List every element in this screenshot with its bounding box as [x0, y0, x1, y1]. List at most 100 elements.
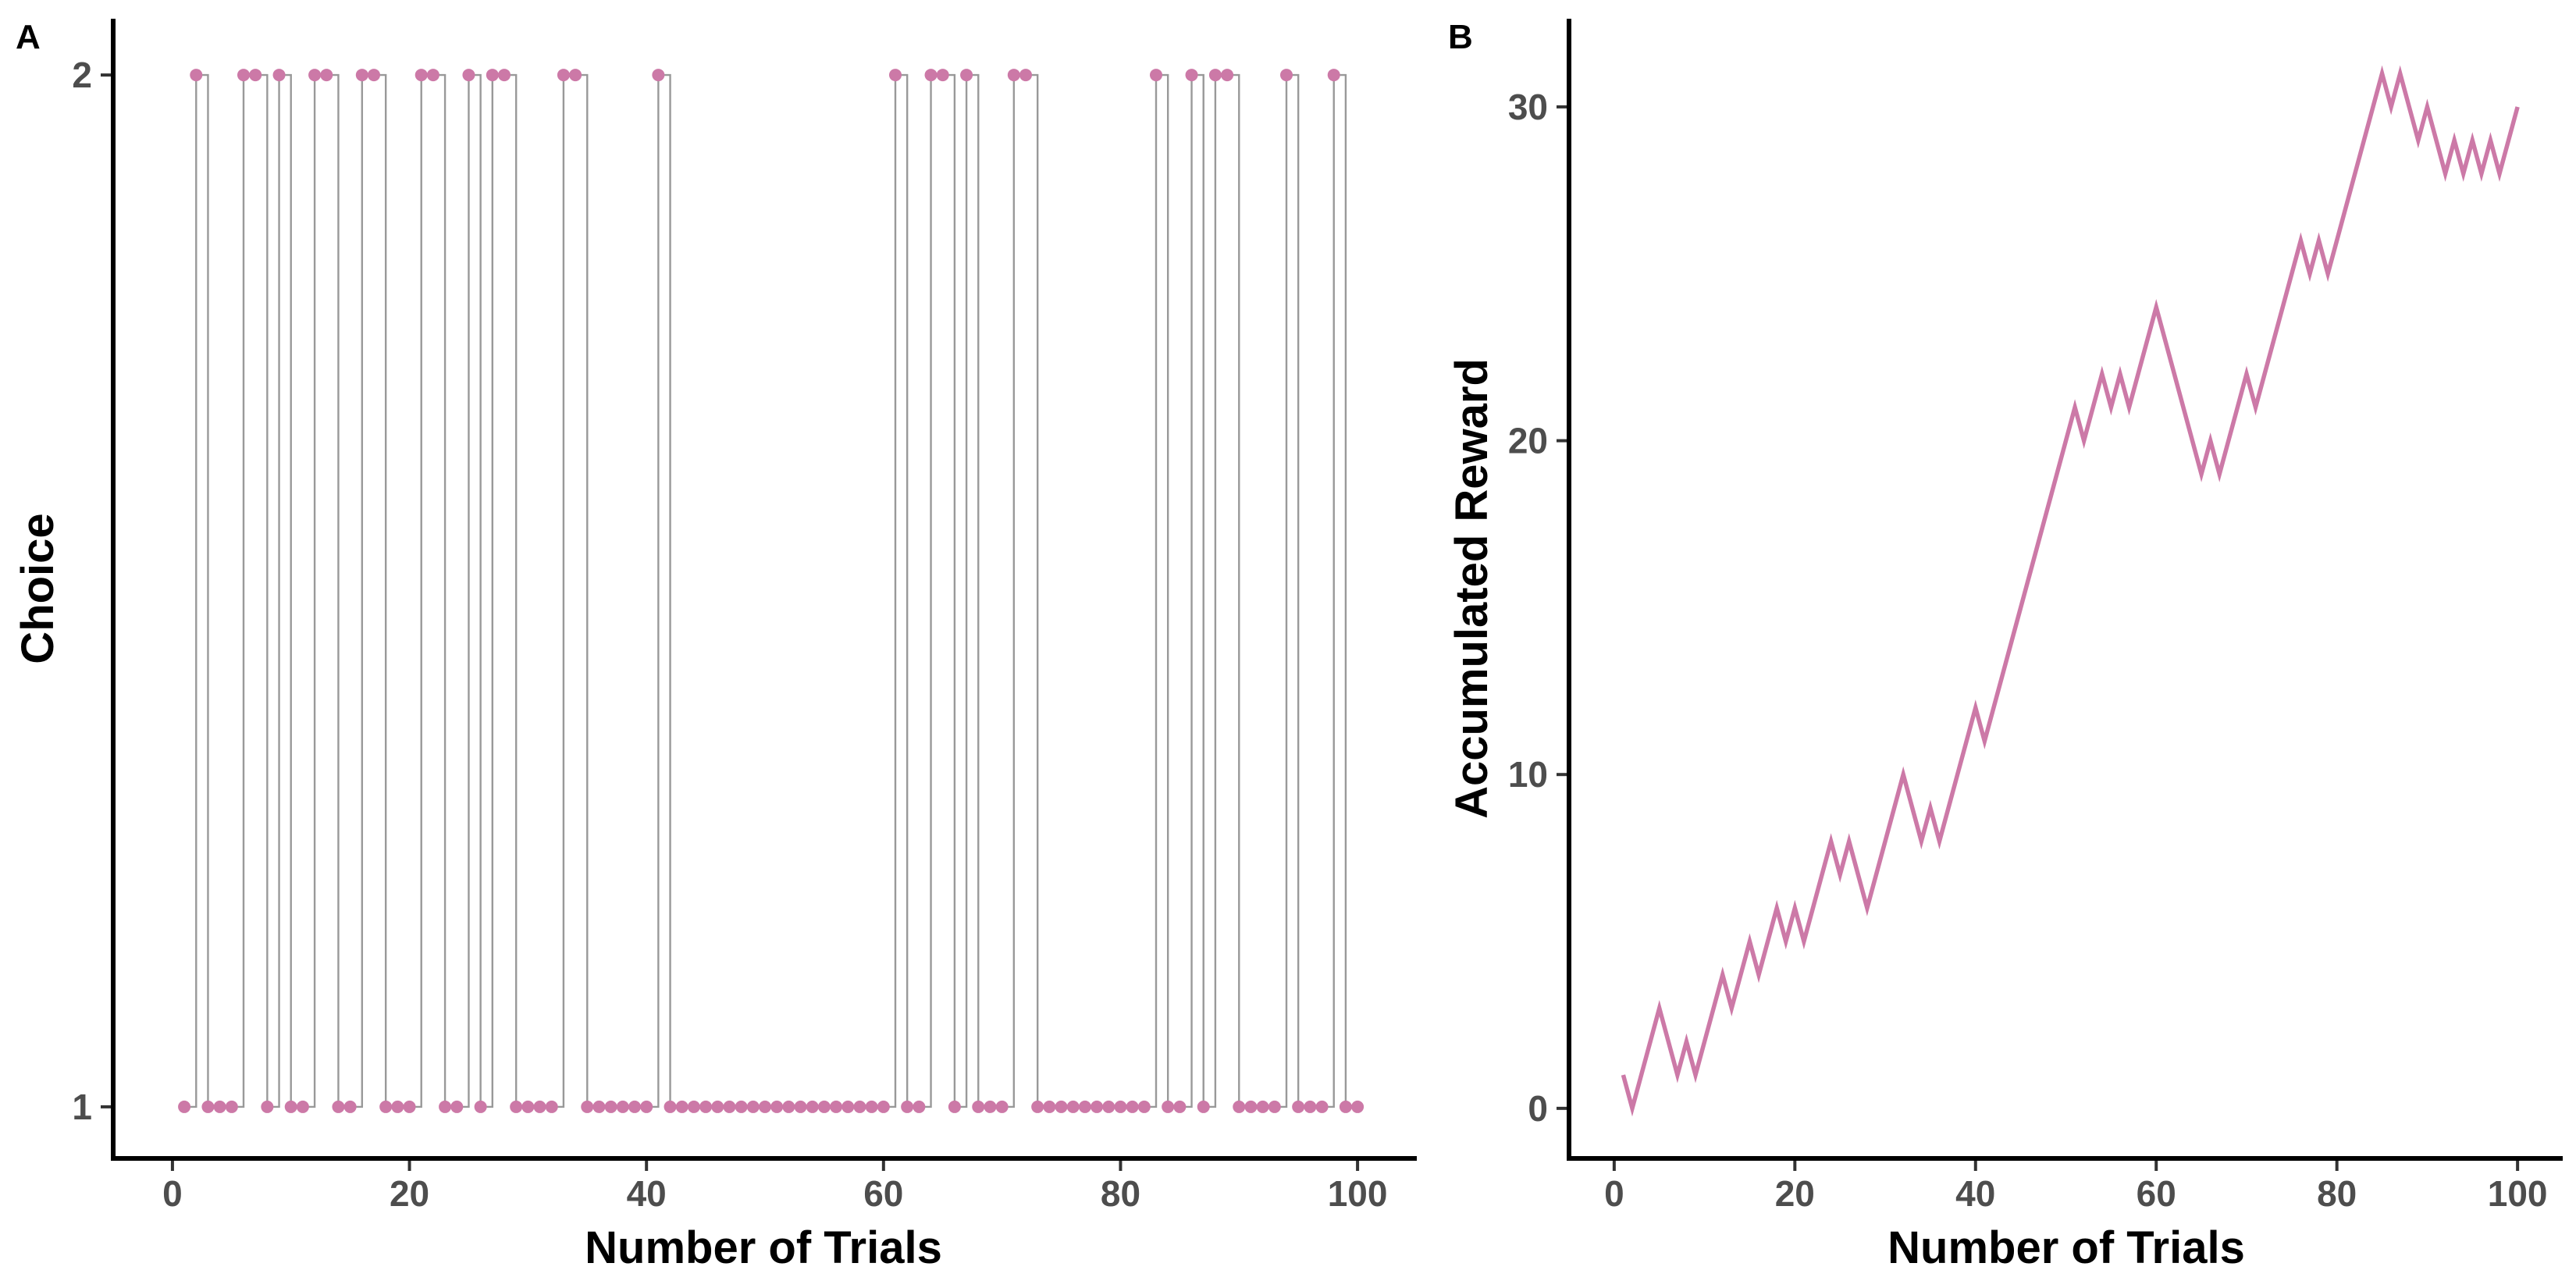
- choice-point: [1019, 69, 1032, 82]
- choice-step-lines: [184, 73, 1358, 1108]
- choice-point: [604, 1100, 617, 1113]
- choice-point: [415, 69, 428, 82]
- choice-point: [1126, 1100, 1139, 1113]
- choice-point: [877, 1100, 890, 1113]
- choice-point: [1351, 1100, 1364, 1113]
- choice-point: [1292, 1100, 1305, 1113]
- choice-point: [403, 1100, 416, 1113]
- panel-b-y-tick-label: 20: [1508, 421, 1548, 461]
- choice-point: [1150, 69, 1162, 82]
- choice-step-path: [184, 73, 1358, 1108]
- choice-point: [474, 1100, 487, 1113]
- choice-point: [1078, 1100, 1091, 1113]
- panel-b-x-tick-label: 100: [2488, 1173, 2548, 1214]
- choice-point: [462, 69, 475, 82]
- choice-point: [913, 1100, 926, 1113]
- choice-point: [948, 1100, 961, 1113]
- choice-point: [972, 1100, 985, 1113]
- choice-point: [237, 69, 250, 82]
- choice-point: [1066, 1100, 1080, 1113]
- panel-a-y-axis-title: Choice: [12, 513, 63, 664]
- choice-point: [1221, 69, 1234, 82]
- choice-point: [581, 1100, 594, 1113]
- panel-a-y-tick-label: 2: [72, 55, 92, 95]
- choice-point: [640, 1100, 653, 1113]
- choice-point: [261, 1100, 274, 1113]
- choice-point: [225, 1100, 238, 1113]
- choice-point: [794, 1100, 807, 1113]
- choice-point: [391, 1100, 404, 1113]
- panel-a-choice-chart: A 0 20 40 60 80 100 12 Number of Trials Choic…: [12, 18, 1417, 1273]
- choice-point: [1256, 1100, 1269, 1113]
- choice-point: [699, 1100, 713, 1113]
- panel-a-y-tick-label: 1: [72, 1087, 92, 1127]
- choice-point: [1280, 69, 1293, 82]
- panel-b-letter: B: [1448, 18, 1473, 56]
- panel-a-x-axis-title: Number of Trials: [585, 1222, 942, 1273]
- choice-point: [1315, 1100, 1329, 1113]
- panel-b-x-tick-label: 40: [1955, 1173, 1995, 1214]
- choice-point: [296, 1100, 309, 1113]
- choice-point: [664, 1100, 677, 1113]
- panel-b-y-tick-label: 0: [1528, 1088, 1548, 1129]
- choice-point: [213, 1100, 226, 1113]
- choice-point: [439, 1100, 452, 1113]
- choice-point: [652, 69, 665, 82]
- panel-a-x-tick-label: 0: [162, 1173, 183, 1214]
- choice-point: [486, 69, 499, 82]
- panel-b-y-axis-title: Accumulated Reward: [1446, 358, 1497, 819]
- choice-point: [533, 1100, 546, 1113]
- choice-point: [1043, 1100, 1056, 1113]
- choice-point: [178, 1100, 191, 1113]
- choice-point: [521, 1100, 535, 1113]
- choice-point: [616, 1100, 629, 1113]
- choice-point: [379, 1100, 393, 1113]
- choice-point: [1208, 69, 1222, 82]
- choice-point: [841, 1100, 855, 1113]
- choice-point: [995, 1100, 1009, 1113]
- panel-a-x-tick-label: 100: [1328, 1173, 1388, 1214]
- choice-point: [1114, 1100, 1127, 1113]
- panel-b-x-tick-label: 80: [2317, 1173, 2357, 1214]
- panel-a-x-tick-label: 60: [863, 1173, 903, 1214]
- choice-point: [1031, 1100, 1044, 1113]
- choice-point: [308, 69, 322, 82]
- panel-a-y-ticks: 12: [72, 55, 111, 1127]
- choice-point: [545, 1100, 558, 1113]
- choice-point: [960, 69, 973, 82]
- reward-polyline: [1621, 65, 2520, 1117]
- choice-point: [889, 69, 902, 82]
- choice-point: [510, 1100, 523, 1113]
- choice-point: [450, 1100, 464, 1113]
- choice-point: [355, 69, 368, 82]
- panel-b-y-tick-label: 10: [1508, 754, 1548, 795]
- choice-point: [711, 1100, 724, 1113]
- choice-point: [343, 1100, 357, 1113]
- choice-point: [1268, 1100, 1281, 1113]
- choice-point: [249, 69, 262, 82]
- choice-point: [759, 1100, 771, 1113]
- panel-b-x-axis-title: Number of Trials: [1888, 1222, 2245, 1273]
- choice-point: [1007, 69, 1020, 82]
- choice-point: [723, 1100, 736, 1113]
- choice-point: [320, 69, 333, 82]
- choice-point: [1339, 1100, 1352, 1113]
- choice-point: [806, 1100, 819, 1113]
- choice-point: [1102, 1100, 1115, 1113]
- panel-a-x-tick-label: 20: [390, 1173, 429, 1214]
- choice-point: [569, 69, 582, 82]
- panel-a-letter: A: [16, 18, 41, 56]
- choice-point: [1137, 1100, 1151, 1113]
- reward-line: [1621, 65, 2520, 1117]
- choice-point: [746, 1100, 760, 1113]
- panel-a-x-tick-label: 80: [1101, 1173, 1140, 1214]
- panel-a-x-ticks: 0 20 40 60 80 100: [162, 1161, 1387, 1214]
- choice-point: [936, 69, 949, 82]
- choice-point: [190, 69, 203, 82]
- choice-point: [498, 69, 511, 82]
- choice-point: [675, 1100, 688, 1113]
- choice-point: [592, 1100, 606, 1113]
- choice-point: [782, 1100, 795, 1113]
- choice-point: [1185, 69, 1198, 82]
- choice-points: [178, 69, 1364, 1113]
